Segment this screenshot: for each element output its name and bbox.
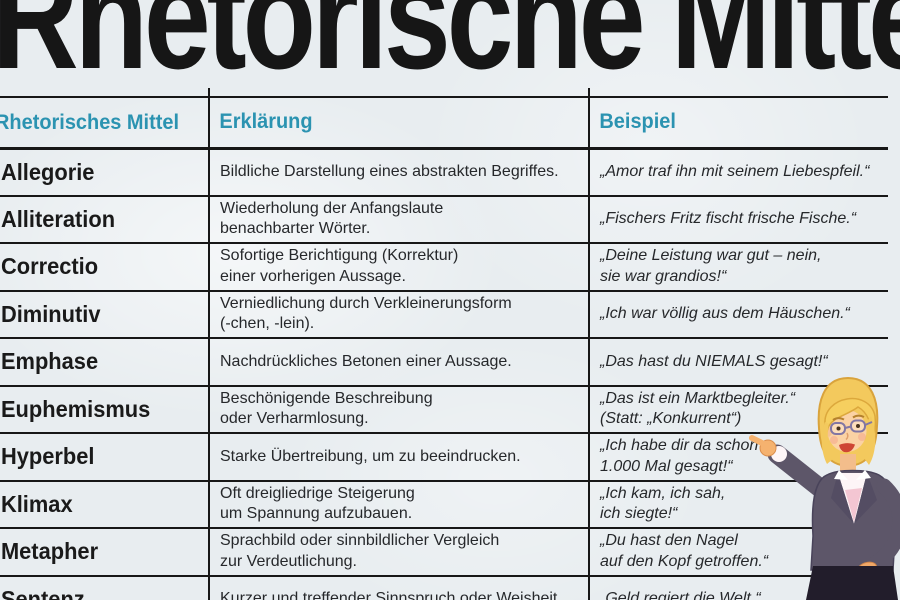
hair-side-right xyxy=(864,416,876,465)
glasses-bridge xyxy=(844,425,852,429)
example-cell: „Amor traf ihn mit seinem Liebespfeil.“ xyxy=(600,163,870,181)
neck xyxy=(840,454,856,472)
collar-right xyxy=(856,470,871,480)
table-row: Emphase Nachdrückliches Betonen einer Au… xyxy=(0,337,888,385)
blouse-pink xyxy=(845,488,862,522)
eye-left xyxy=(836,426,841,431)
explanation-cell: Sofortige Berichtigung (Korrektur) einer… xyxy=(220,247,459,285)
pointing-finger xyxy=(749,435,769,448)
term-cell: Klimax xyxy=(0,490,73,517)
skirt xyxy=(806,566,898,600)
explanation-cell: Starke Übertreibung, um zu beeindrucken. xyxy=(220,447,521,465)
explanation-cell: Verniedlichung durch Verkleinerungsform … xyxy=(220,294,512,333)
brow-left xyxy=(832,417,845,421)
explanation-cell: Beschönigende Beschreibung oder Verharml… xyxy=(220,389,433,428)
term-cell: Sentenz xyxy=(0,585,85,600)
term-cell: Allegorie xyxy=(0,158,95,185)
blush-right xyxy=(858,433,866,441)
blush-left xyxy=(830,436,838,444)
lapel-left xyxy=(831,473,854,524)
header-term: Rhetorisches Mittel xyxy=(0,110,180,134)
table-row: Klimax Oft dreigliedrige Steigerung um S… xyxy=(0,479,888,528)
example-cell: „Das hast du NIEMALS gesagt!“ xyxy=(600,352,828,370)
explanation-cell: Kurzer und treffender Sinnspruch oder We… xyxy=(220,590,558,600)
teacher-woman-illustration xyxy=(749,376,900,600)
term-cell: Diminutiv xyxy=(0,300,101,327)
term-cell: Hyperbel xyxy=(0,443,95,470)
explanation-cell: Nachdrückliches Betonen einer Aussage. xyxy=(220,352,512,370)
explanation-cell: Oft dreigliedrige Steigerung um Spannung… xyxy=(220,484,415,523)
term-cell: Correctio xyxy=(0,253,99,280)
hip-arm-sleeve xyxy=(865,478,900,573)
header-example: Beispiel xyxy=(599,110,676,134)
brow-right xyxy=(852,414,865,419)
table-row: Euphemismus Beschönigende Beschreibung o… xyxy=(0,384,888,433)
example-cell: „Fischers Fritz fischt frische Fische.“ xyxy=(600,210,857,228)
page-title: Rhetorische Mittel xyxy=(0,0,900,100)
hair-side-left xyxy=(821,422,833,464)
rhetorical-devices-table: Rhetorisches Mittel Erklärung Beispiel A… xyxy=(0,96,888,600)
table-header-row: Rhetorisches Mittel Erklärung Beispiel xyxy=(0,98,888,147)
term-cell: Emphase xyxy=(0,348,99,375)
column-divider-2 xyxy=(588,88,590,600)
table-row: Correctio Sofortige Berichtigung (Korrek… xyxy=(0,242,888,290)
table-row: Metapher Sprachbild oder sinnbildlicher … xyxy=(0,527,888,575)
term-cell: Euphemismus xyxy=(0,395,151,422)
header-explanation: Erklärung xyxy=(219,110,313,134)
column-divider-1 xyxy=(208,88,210,600)
table-row: Hyperbel Starke Übertreibung, um zu beei… xyxy=(0,432,888,480)
collar-left xyxy=(834,470,848,480)
lapel-right xyxy=(854,473,877,524)
eye-right xyxy=(856,424,860,428)
example-cell: „Deine Leistung war gut – nein, sie war … xyxy=(600,247,822,285)
example-cell: „Ich war völlig aus dem Häuschen.“ xyxy=(600,305,850,323)
table-row: Diminutiv Verniedlichung durch Verkleine… xyxy=(0,289,888,338)
explanation-cell: Sprachbild oder sinnbildlicher Vergleich… xyxy=(220,532,500,570)
glasses-temple xyxy=(864,421,873,426)
example-cell: „Geld regiert die Welt.“ xyxy=(600,590,761,600)
example-cell: „Du hast den Nagel auf den Kopf getroffe… xyxy=(600,532,769,570)
table-row: Alliteration Wiederholung der Anfangslau… xyxy=(0,194,888,243)
lips xyxy=(839,443,855,453)
table-row: Sentenz Kurzer und treffender Sinnspruch… xyxy=(0,574,888,600)
example-cell: „Ich habe dir da schon 1.000 Mal gesagt!… xyxy=(600,437,759,475)
explanation-cell: Wiederholung der Anfangslaute benachbart… xyxy=(220,199,444,238)
nose xyxy=(845,432,849,441)
example-cell: „Ich kam, ich sah, ich siegte!“ xyxy=(600,484,726,523)
explanation-cell: Bildliche Darstellung eines abstrakten B… xyxy=(220,163,559,181)
term-cell: Alliteration xyxy=(0,205,116,232)
term-cell: Metapher xyxy=(0,538,99,565)
table-row: Allegorie Bildliche Darstellung eines ab… xyxy=(0,147,888,195)
example-cell: „Das ist ein Marktbegleiter.“ (Statt: „K… xyxy=(600,389,796,428)
